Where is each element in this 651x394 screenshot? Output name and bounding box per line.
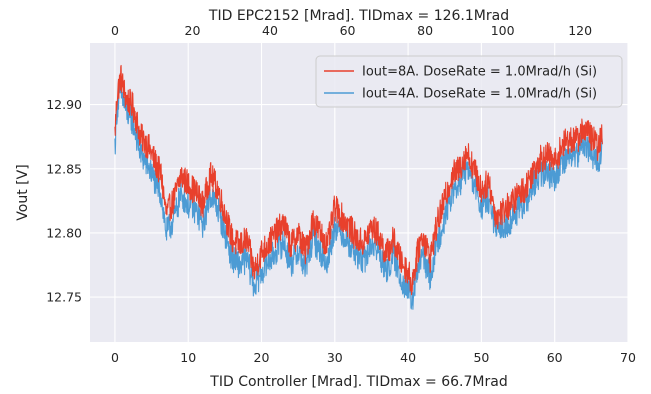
series-line [114, 64, 603, 296]
legend: Iout=8A. DoseRate = 1.0Mrad/h (Si) Iout=4… [315, 55, 623, 108]
series-lines [114, 64, 603, 310]
x-tick-label: 70 [620, 350, 636, 365]
x-tick-label: 0 [111, 350, 119, 365]
top-tick-label: 120 [568, 23, 592, 38]
x-tick-label: 40 [400, 350, 416, 365]
y-tick-label: 12.75 [46, 290, 82, 305]
y-axis-ticks: 12.75 12.80 12.85 12.90 [46, 97, 82, 304]
top-tick-label: 0 [111, 23, 119, 38]
top-tick-label: 20 [185, 23, 201, 38]
x-axis-label: TID Controller [Mrad]. TIDmax = 66.7Mrad [209, 374, 507, 390]
y-tick-label: 12.80 [46, 225, 82, 240]
top-tick-label: 80 [417, 23, 433, 38]
x-tick-label: 60 [547, 350, 563, 365]
x-tick-label: 30 [327, 350, 343, 365]
chart-title: TID EPC2152 [Mrad]. TIDmax = 126.1Mrad [208, 8, 509, 24]
legend-entry: Iout=4A. DoseRate = 1.0Mrad/h (Si) [362, 87, 597, 102]
top-axis-ticks: 0 20 40 60 80 100 120 [111, 23, 592, 38]
y-tick-label: 12.85 [46, 161, 82, 176]
legend-entry: Iout=8A. DoseRate = 1.0Mrad/h (Si) [362, 65, 597, 80]
top-tick-label: 100 [491, 23, 515, 38]
x-axis-ticks: 0 10 20 30 40 50 60 70 [111, 350, 636, 365]
x-tick-label: 20 [254, 350, 270, 365]
legend-box [315, 55, 623, 108]
top-tick-label: 60 [340, 23, 356, 38]
y-axis-label: Vout [V] [15, 164, 31, 220]
top-tick-label: 40 [262, 23, 278, 38]
x-tick-label: 10 [180, 350, 196, 365]
x-tick-label: 50 [473, 350, 489, 365]
y-tick-label: 12.90 [46, 97, 82, 112]
